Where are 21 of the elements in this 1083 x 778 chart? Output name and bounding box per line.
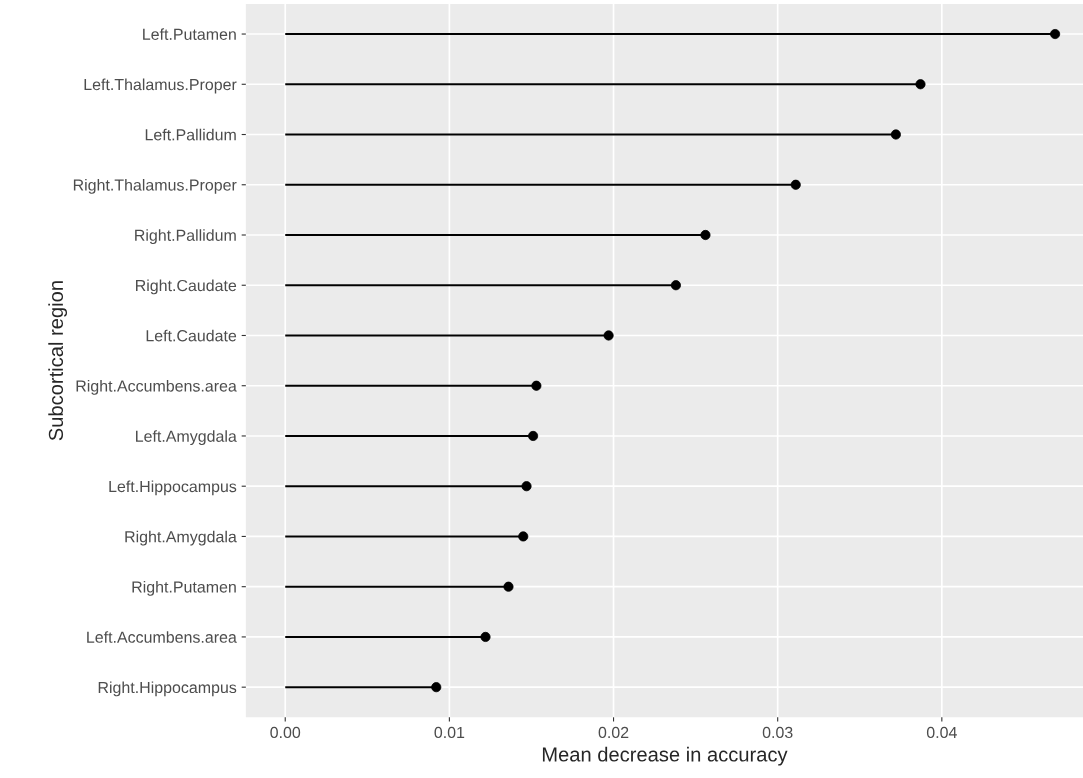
x-axis-title: Mean decrease in accuracy xyxy=(542,746,788,766)
y-tick-label: Left.Putamen xyxy=(143,28,236,40)
y-tick-label: Right.Hippocampus xyxy=(98,681,237,697)
y-tick-label: Right.Amygdala xyxy=(125,530,237,546)
y-tick-label: Left.Caudate xyxy=(146,329,237,342)
x-tick-label: 0.02 xyxy=(598,726,629,739)
x-tick-label: 0.00 xyxy=(270,726,301,739)
y-tick-label: Left.Hippocampus xyxy=(109,480,237,496)
y-tick-label: Right.Thalamus.Proper xyxy=(73,178,237,194)
y-tick-label: Left.Accumbens.area xyxy=(87,631,237,643)
x-tick-label: 0.04 xyxy=(926,726,957,739)
x-tick-label: 0.01 xyxy=(434,726,465,739)
x-tick-label: 0.03 xyxy=(762,726,793,739)
y-tick-label: Right.Pallidum xyxy=(135,229,236,245)
y-tick-label: Left.Pallidum xyxy=(145,128,236,141)
y-tick-label: Left.Amygdala xyxy=(136,430,237,446)
y-tick-label: Right.Putamen xyxy=(132,580,236,596)
y-tick-label: Right.Accumbens.area xyxy=(76,379,237,395)
y-axis-title: Subcortical region xyxy=(48,281,68,441)
y-tick-label: Right.Caudate xyxy=(136,279,237,295)
y-tick-label: Left.Thalamus.Proper xyxy=(84,78,237,94)
